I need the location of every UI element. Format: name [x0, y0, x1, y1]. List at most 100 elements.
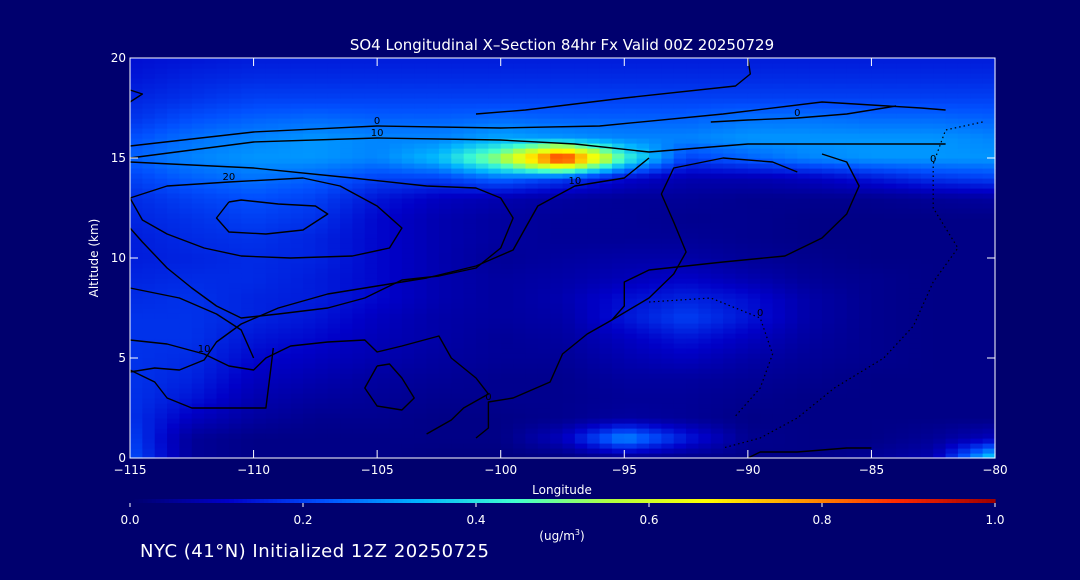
heatmap-cell [624, 228, 638, 234]
heatmap-cell [426, 408, 440, 414]
heatmap-cell [463, 263, 477, 269]
heatmap-cell [278, 433, 292, 439]
heatmap-cell [438, 413, 452, 419]
heatmap-cell [871, 223, 885, 229]
heatmap-cell [587, 208, 601, 214]
heatmap-cell [673, 308, 687, 314]
heatmap-cell [883, 403, 897, 409]
heatmap-cell [389, 348, 403, 354]
heatmap-cell [871, 323, 885, 329]
heatmap-cell [846, 353, 860, 359]
heatmap-cell [364, 228, 378, 234]
heatmap-cell [957, 338, 971, 344]
heatmap-cell [488, 243, 502, 249]
heatmap-cell [698, 353, 712, 359]
heatmap-cell [513, 283, 527, 289]
heatmap-cell [649, 163, 662, 169]
heatmap-cell [686, 218, 700, 224]
heatmap-cell [920, 348, 934, 354]
heatmap-cell [982, 293, 996, 299]
heatmap-cell [920, 338, 934, 344]
heatmap-cell [784, 293, 798, 299]
heatmap-cell [340, 178, 354, 184]
heatmap-cell [290, 233, 304, 239]
heatmap-cell [303, 148, 316, 154]
heatmap-cell [216, 443, 230, 449]
heatmap-cell [364, 153, 378, 159]
heatmap-cell [784, 113, 798, 119]
heatmap-cell [945, 428, 959, 434]
heatmap-cell [179, 198, 193, 204]
heatmap-cell [228, 148, 242, 154]
heatmap-cell [130, 133, 143, 139]
heatmap-cell [451, 288, 465, 294]
heatmap-cell [204, 178, 218, 184]
heatmap-cell [463, 118, 477, 124]
heatmap-cell [747, 288, 761, 294]
heatmap-cell [167, 408, 181, 414]
heatmap-cell [253, 253, 267, 259]
heatmap-cell [797, 113, 811, 119]
heatmap-cell [167, 208, 181, 214]
heatmap-cell [772, 178, 786, 184]
heatmap-cell [834, 348, 848, 354]
heatmap-cell [377, 153, 391, 159]
heatmap-cell [537, 393, 551, 399]
heatmap-cell [945, 433, 959, 439]
heatmap-cell [364, 363, 378, 369]
heatmap-cell [463, 433, 477, 439]
heatmap-cell [500, 433, 514, 439]
heatmap-cell [957, 263, 971, 269]
heatmap-cell [228, 383, 242, 389]
heatmap-cell [735, 383, 749, 389]
heatmap-cell [809, 388, 823, 394]
heatmap-cell [327, 138, 341, 144]
heatmap-cell [438, 228, 452, 234]
heatmap-cell [859, 348, 873, 354]
heatmap-cell [747, 323, 761, 329]
heatmap-cell [772, 138, 786, 144]
heatmap-cell [747, 103, 761, 109]
heatmap-cell [513, 443, 527, 449]
heatmap-cell [179, 308, 193, 314]
heatmap-cell [204, 223, 218, 229]
heatmap-cell [401, 268, 415, 274]
heatmap-cell [599, 413, 613, 419]
heatmap-cell [315, 103, 329, 109]
heatmap-cell [970, 173, 984, 179]
heatmap-cell [797, 133, 811, 139]
heatmap-cell [822, 253, 835, 259]
heatmap-cell [500, 363, 514, 369]
heatmap-cell [340, 203, 354, 209]
heatmap-cell [253, 283, 267, 289]
heatmap-cell [649, 428, 662, 434]
heatmap-cell [513, 428, 527, 434]
heatmap-cell [846, 248, 860, 254]
heatmap-cell [426, 188, 440, 194]
heatmap-cell [525, 418, 539, 424]
heatmap-cell [513, 358, 527, 364]
heatmap-cell [649, 363, 662, 369]
heatmap-cell [636, 143, 650, 149]
heatmap-cell [599, 388, 613, 394]
heatmap-cell [574, 388, 588, 394]
heatmap-cell [686, 248, 700, 254]
heatmap-cell [883, 438, 897, 444]
heatmap-cell [167, 223, 181, 229]
heatmap-cell [574, 283, 588, 289]
heatmap-cell [920, 178, 934, 184]
heatmap-cell [686, 333, 700, 339]
heatmap-cell [352, 258, 366, 264]
heatmap-cell [710, 223, 724, 229]
heatmap-cell [809, 218, 823, 224]
heatmap-cell [673, 168, 687, 174]
heatmap-cell [772, 318, 786, 324]
heatmap-cell [574, 413, 588, 419]
heatmap-cell [636, 363, 650, 369]
heatmap-cell [253, 233, 267, 239]
heatmap-cell [352, 443, 366, 449]
heatmap-cell [809, 343, 823, 349]
heatmap-cell [822, 378, 835, 384]
heatmap-cell [710, 333, 724, 339]
heatmap-cell [747, 303, 761, 309]
